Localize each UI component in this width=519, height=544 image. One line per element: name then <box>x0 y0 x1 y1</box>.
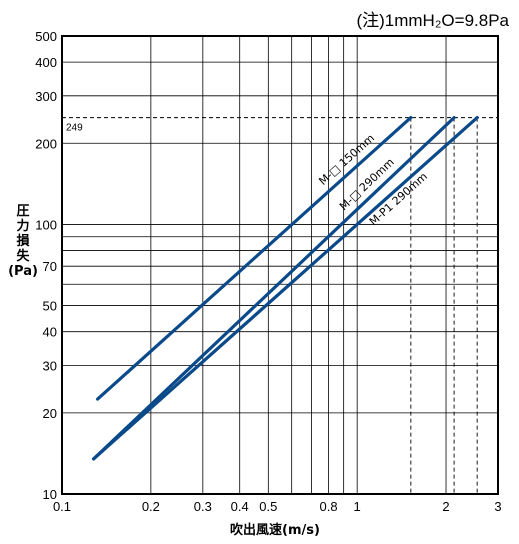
x-tick-label: 0.2 <box>142 499 160 514</box>
y-tick-label: 70 <box>43 259 57 274</box>
reference-label: 249 <box>66 123 83 134</box>
y-tick-label: 40 <box>43 325 57 340</box>
x-tick-label: 2 <box>442 499 449 514</box>
y-tick-label: 200 <box>35 136 57 151</box>
x-tick-label: 1 <box>354 499 361 514</box>
y-axis-label-char: 力 <box>16 219 30 234</box>
series-line <box>91 115 456 461</box>
y-tick-label: 500 <box>35 29 57 44</box>
y-axis-label-unit: (Pa) <box>8 264 38 279</box>
y-tick-label: 20 <box>43 406 57 421</box>
y-tick-label: 400 <box>35 55 57 70</box>
y-axis-label: 圧 力 損 失 (Pa) <box>6 204 40 279</box>
x-tick-label: 0.8 <box>320 499 338 514</box>
x-tick-label: 3 <box>494 499 501 514</box>
x-tick-label: 0.5 <box>259 499 277 514</box>
y-tick-label: 30 <box>43 358 57 373</box>
y-tick-label: 50 <box>43 299 57 314</box>
x-tick-label: 0.4 <box>231 499 249 514</box>
x-tick-label: 0.3 <box>194 499 212 514</box>
series-line <box>95 115 413 401</box>
series-line <box>91 115 479 461</box>
plot-frame <box>61 35 499 495</box>
y-axis-label-char: 失 <box>16 249 30 264</box>
unit-note: (注)1mmH₂O=9.8Pa <box>356 11 509 30</box>
y-tick-label: 300 <box>35 89 57 104</box>
x-tick-label: 0.1 <box>53 499 71 514</box>
y-tick-label: 100 <box>35 217 57 232</box>
y-axis-label-char: 損 <box>16 234 30 249</box>
y-axis-label-char: 圧 <box>16 204 30 219</box>
x-axis-label: 吹出風速(m/s) <box>230 523 320 538</box>
y-tick-label: 10 <box>43 487 57 502</box>
